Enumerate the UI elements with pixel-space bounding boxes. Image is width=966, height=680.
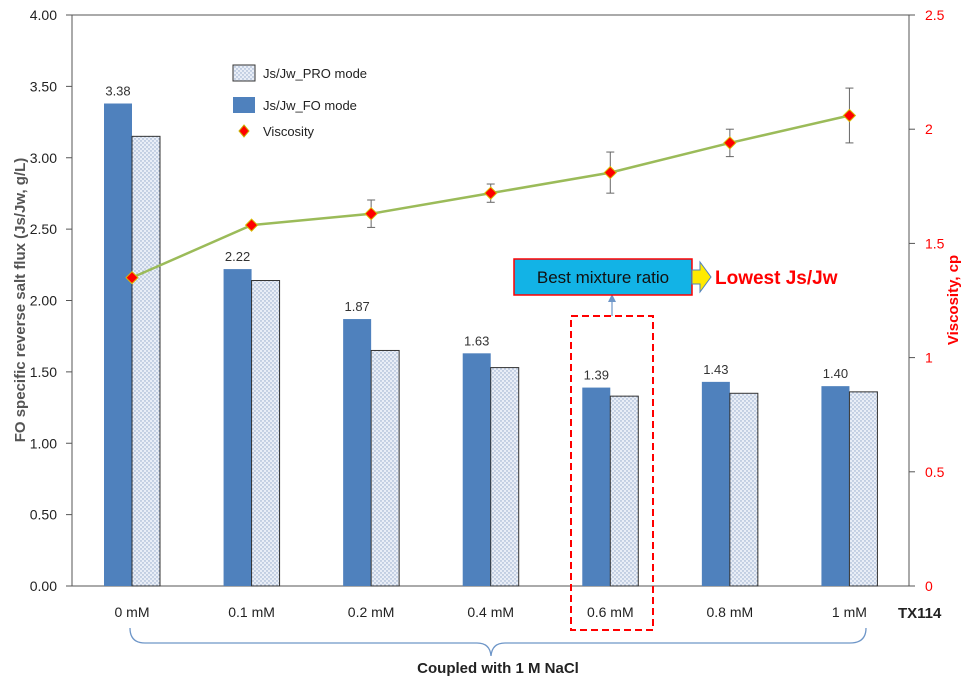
bar-fo — [582, 387, 611, 586]
legend-swatch-pro — [232, 64, 256, 82]
data-label: 2.22 — [225, 249, 250, 264]
right-axis-ticks: 0 0.5 1 1.5 2 2.5 — [909, 7, 945, 594]
bars-layer — [104, 103, 878, 587]
y-tick-label: 1.00 — [30, 435, 57, 451]
y-axis-title: FO specific reverse salt flux (Js/Jw, g/… — [12, 158, 29, 443]
legend-label-fo: Js/Jw_FO mode — [263, 98, 357, 113]
bar-fo — [701, 381, 730, 586]
y2-tick-label: 2 — [925, 121, 933, 137]
bracket-label: Coupled with 1 M NaCl — [417, 660, 579, 677]
viscosity-point — [484, 186, 498, 200]
data-labels: 3.38 2.22 1.87 1.63 1.39 1.43 1.40 — [105, 84, 848, 383]
bar-pro — [609, 395, 639, 587]
x-tick-label: 0.1 mM — [228, 604, 275, 620]
legend-label-viscosity: Viscosity — [263, 124, 315, 139]
viscosity-point — [244, 218, 259, 232]
bar-pro — [848, 391, 878, 587]
viscosity-point — [364, 207, 378, 221]
data-label: 3.38 — [105, 84, 130, 99]
annotation-arrow-text: Lowest Js/Jw — [715, 268, 838, 289]
legend-swatch-viscosity — [238, 124, 250, 138]
bar-fo — [462, 353, 491, 586]
x-tick-label: 0.2 mM — [348, 604, 395, 620]
y-tick-label: 0.50 — [30, 507, 57, 523]
annotation-box — [513, 258, 693, 296]
bar-pro — [131, 135, 161, 587]
data-label: 1.87 — [344, 299, 369, 314]
bar-fo — [104, 103, 132, 586]
x-tick-label: 0.8 mM — [707, 604, 754, 620]
bracket — [129, 627, 867, 657]
x-tick-label: 0 mM — [115, 604, 150, 620]
data-label: 1.40 — [823, 366, 848, 381]
x-tick-label: 0.4 mM — [467, 604, 514, 620]
data-label: 1.43 — [703, 362, 728, 377]
bar-pro — [370, 349, 400, 587]
y-tick-label: 3.00 — [30, 150, 57, 166]
annotation: Best mixture ratio Lowest Js/Jw — [513, 258, 838, 631]
left-axis-ticks: 0.00 0.50 1.00 1.50 2.00 2.50 3.00 3.50 4.00 — [30, 7, 72, 594]
y-tick-label: 3.50 — [30, 78, 57, 94]
x-unit-label: TX114 — [898, 605, 942, 622]
x-tick-label: 0.6 mM — [587, 604, 634, 620]
legend: Js/Jw_PRO mode Js/Jw_FO mode Viscosity — [232, 64, 367, 139]
category-labels: 0 mM 0.1 mM 0.2 mM 0.4 mM 0.6 mM 0.8 mM 1 mM — [115, 604, 867, 620]
y2-tick-label: 1 — [925, 350, 933, 366]
x-tick-label: 1 mM — [832, 604, 867, 620]
data-label: 1.63 — [464, 333, 489, 348]
viscosity-point — [603, 165, 617, 180]
legend-label-pro: Js/Jw_PRO mode — [263, 66, 367, 81]
right-axis-title: Viscosity, cp — [945, 255, 962, 345]
legend-swatch-fo — [233, 97, 255, 113]
bar-pro — [251, 280, 281, 587]
bar-fo — [223, 269, 252, 586]
viscosity-point — [842, 108, 857, 123]
y-tick-label: 0.00 — [30, 578, 57, 594]
y-tick-label: 4.00 — [30, 7, 57, 23]
viscosity-point — [125, 270, 139, 285]
data-label: 1.39 — [584, 368, 609, 383]
bar-fo — [343, 319, 372, 586]
annotation-pointer-head — [608, 294, 616, 302]
bar-fo — [821, 386, 850, 586]
annotation-box-text: Best mixture ratio — [537, 268, 669, 287]
y2-tick-label: 0.5 — [925, 464, 945, 480]
viscosity-point — [723, 136, 737, 150]
y-tick-label: 2.50 — [30, 221, 57, 237]
y-tick-label: 1.50 — [30, 364, 57, 380]
y2-tick-label: 2.5 — [925, 7, 945, 23]
y2-tick-label: 1.5 — [925, 235, 945, 251]
y-tick-label: 2.00 — [30, 293, 57, 309]
viscosity-layer — [125, 87, 857, 285]
bar-pro — [729, 392, 759, 587]
annotation-arrow — [691, 260, 712, 294]
y2-tick-label: 0 — [925, 578, 933, 594]
bar-pro — [490, 367, 520, 587]
